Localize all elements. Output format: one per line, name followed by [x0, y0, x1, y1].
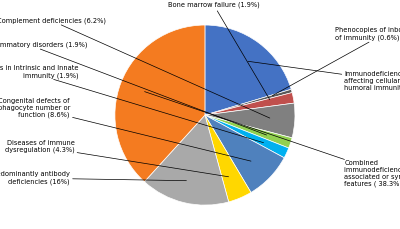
Wedge shape	[205, 93, 294, 115]
Wedge shape	[205, 25, 291, 115]
Wedge shape	[205, 115, 292, 148]
Text: Diseases of immune
dysregulation (4.3%): Diseases of immune dysregulation (4.3%)	[5, 140, 228, 177]
Text: Combined
immunodeficiencies with
associated or syndromic
features ( 38.3%): Combined immunodeficiencies with associa…	[144, 92, 400, 187]
Text: Complement deficiencies (6.2%): Complement deficiencies (6.2%)	[0, 17, 270, 118]
Wedge shape	[205, 115, 289, 158]
Text: Defects in Intrinsic and Innate
immunity (1.9%): Defects in Intrinsic and Innate immunity…	[0, 65, 264, 143]
Wedge shape	[205, 103, 295, 138]
Wedge shape	[115, 25, 205, 182]
Wedge shape	[205, 89, 292, 115]
Text: Autoinflammatory disorders (1.9%): Autoinflammatory disorders (1.9%)	[0, 42, 266, 135]
Wedge shape	[144, 115, 229, 205]
Text: Bone marrow failure (1.9%): Bone marrow failure (1.9%)	[168, 2, 270, 100]
Text: Immunodeficiencies
affecting cellular and
humoral immunity (20.4%): Immunodeficiencies affecting cellular an…	[248, 61, 400, 91]
Wedge shape	[205, 115, 284, 192]
Wedge shape	[205, 115, 251, 202]
Text: Congenital defects of
phagocyte number or
function (8.6%): Congenital defects of phagocyte number o…	[0, 98, 251, 161]
Text: Predominantly antibody
deficiencies (16%): Predominantly antibody deficiencies (16%…	[0, 171, 186, 185]
Text: Phenocopies of inborn errors
of immunity (0.6%): Phenocopies of inborn errors of immunity…	[272, 27, 400, 96]
